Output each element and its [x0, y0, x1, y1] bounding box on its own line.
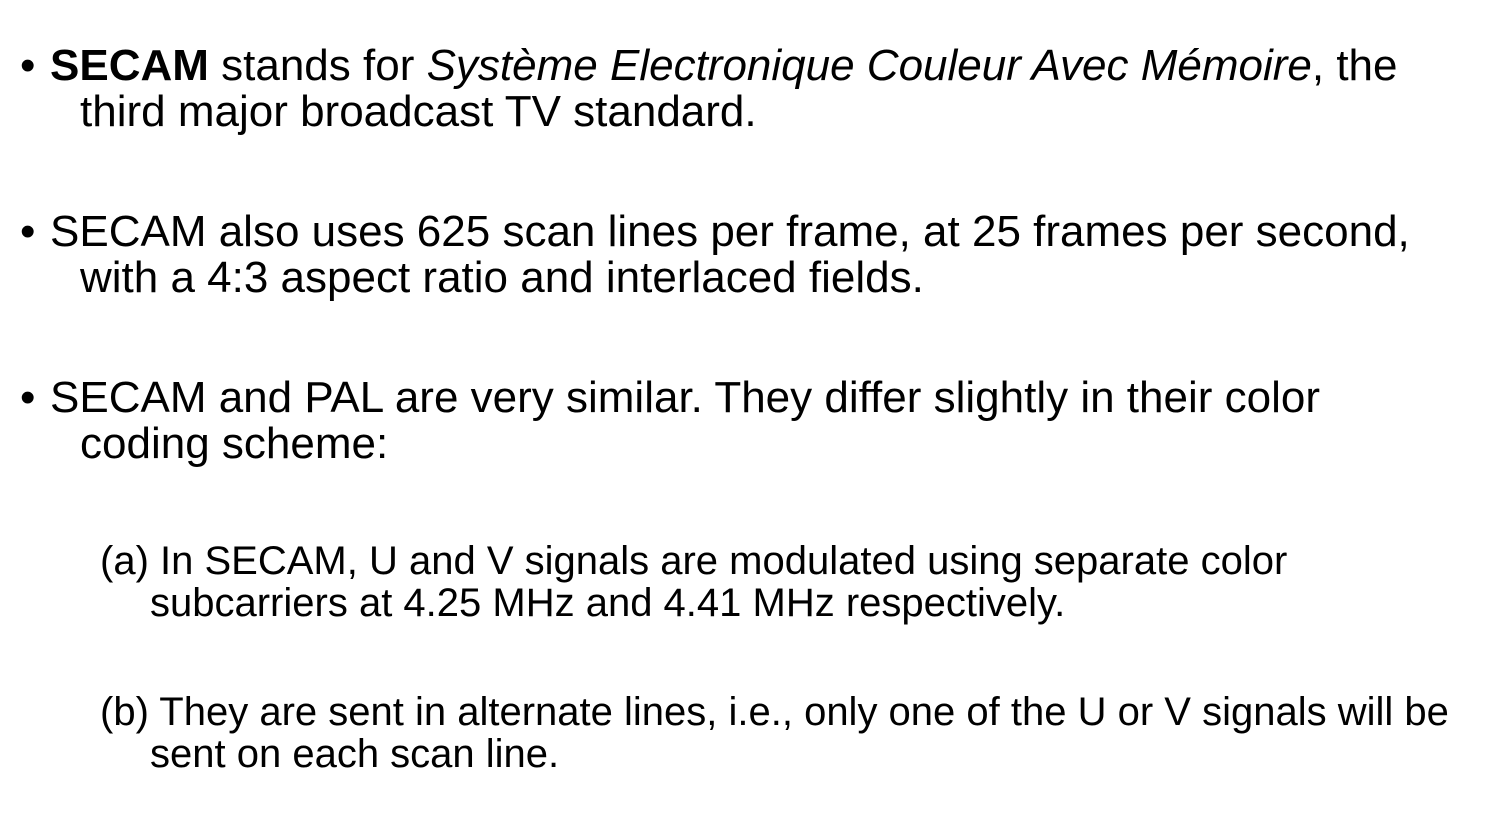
french-name: Système Electronique Couleur Avec Mémoir… [426, 41, 1312, 90]
sub-item-label: (a) [100, 539, 149, 583]
sub-item-a: (a) In SECAM, U and V signals are modula… [100, 540, 1460, 624]
sub-item-text: They are sent in alternate lines, i.e., … [150, 690, 1449, 776]
bullet-scan-lines: • SECAM also uses 625 scan lines per fram… [20, 209, 1460, 301]
bullet-marker: • [20, 373, 36, 422]
bullet-text: SECAM and PAL are very similar. They dif… [50, 373, 1320, 468]
bullet-secam-definition: • SECAM stands for Système Electronique C… [20, 43, 1460, 135]
bullet-marker: • [20, 207, 36, 256]
term-secam: SECAM [50, 41, 209, 90]
bullet-text-end: , the third major broadcast TV standard. [80, 41, 1398, 136]
sub-item-label: (b) [100, 690, 149, 734]
bullet-marker: • [20, 41, 36, 90]
bullet-text: SECAM also uses 625 scan lines per frame… [50, 207, 1410, 302]
sub-item-b: (b) They are sent in alternate lines, i.… [100, 691, 1460, 775]
bullet-text: stands for [208, 41, 427, 90]
sub-item-text: In SECAM, U and V signals are modulated … [150, 539, 1288, 625]
bullet-pal-comparison: • SECAM and PAL are very similar. They di… [20, 375, 1460, 467]
